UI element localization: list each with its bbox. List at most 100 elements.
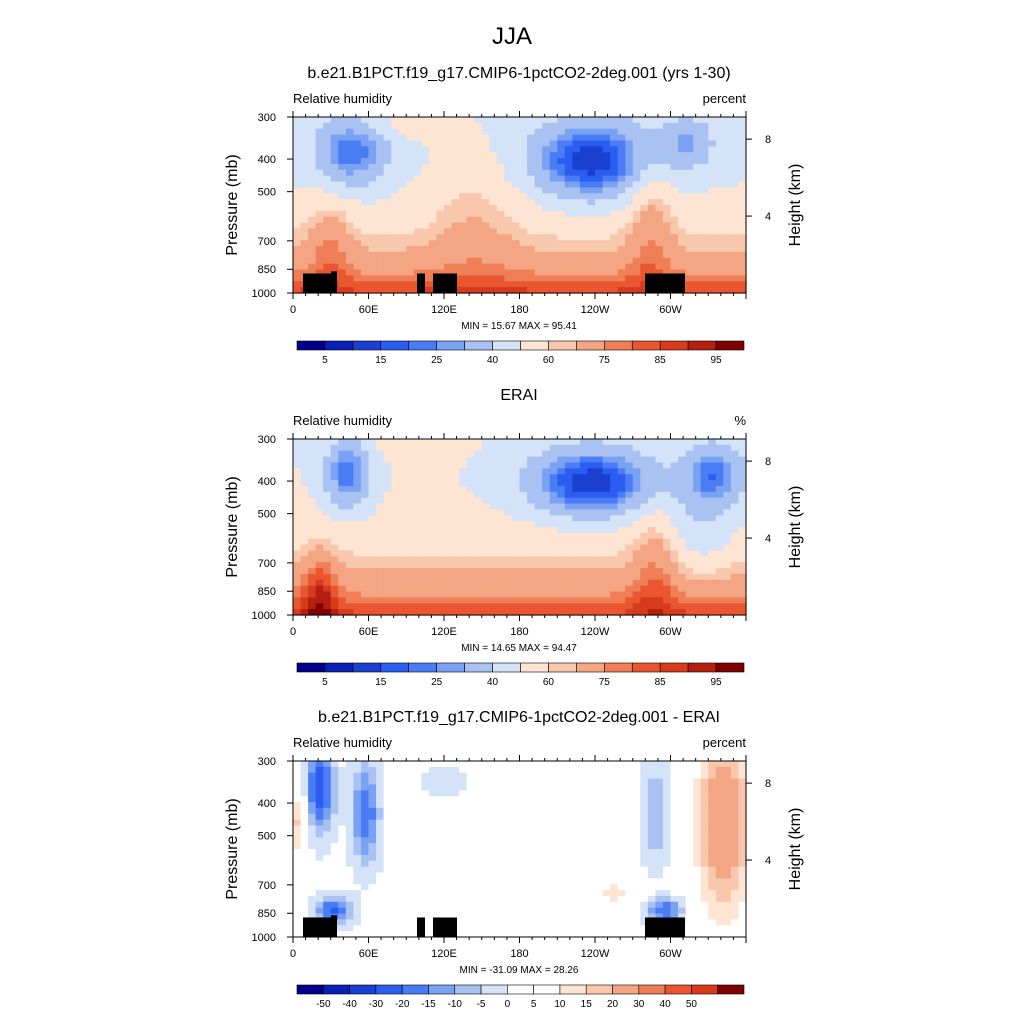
field-cell [602,603,611,610]
field-cell [693,456,702,464]
field-cell [640,117,649,124]
field-cell [406,532,415,540]
field-cell [519,480,528,487]
field-cell [519,281,528,288]
field-cell [398,579,407,587]
field-cell [474,497,483,505]
field-cell [353,831,362,838]
field-cell [496,778,505,786]
field-cell [625,462,634,469]
field-cell [647,784,656,791]
field-cell [421,193,430,200]
field-cell [647,128,656,136]
field-cell [715,878,724,885]
field-cell [715,193,724,200]
field-cell [421,813,430,821]
field-cell [353,251,362,259]
field-cell [436,573,445,581]
field-cell [353,122,362,130]
field-cell [542,222,551,230]
field-cell [428,884,438,891]
field-cell [353,462,362,469]
field-cell [511,169,521,177]
field-cell [632,515,641,522]
field-cell [345,819,354,827]
field-cell [293,281,302,288]
colorbar-box [380,662,410,673]
field-cell [315,491,324,499]
field-cell [534,134,543,142]
field-cell [723,216,732,224]
field-cell [542,878,551,885]
field-cell [534,169,543,177]
field-cell [315,597,324,604]
field-cell [489,193,498,200]
colorbar-box [324,662,354,673]
field-cell [564,158,573,165]
field-cell [391,158,400,165]
field-cell [338,193,347,200]
field-cell [557,468,566,475]
field-cell [715,480,724,487]
field-cell [542,281,551,288]
field-cell [353,591,362,598]
field-cell [549,550,558,557]
field-cell [459,872,468,879]
field-cell [738,591,747,598]
field-cell [715,819,724,827]
field-cell [708,603,717,610]
field-cell [738,240,747,247]
field-cell [421,122,430,130]
field-cell [474,579,483,587]
field-cell [391,521,400,528]
field-cell [632,866,641,874]
field-cell [421,199,430,206]
field-cell [738,761,747,768]
field-cell [368,772,377,780]
field-cell [428,790,438,797]
field-cell [685,860,694,868]
field-cell [413,532,422,540]
field-cell [413,884,422,891]
field-cell [459,269,468,276]
field-cell [587,849,596,856]
field-cell [383,609,392,616]
field-cell [338,585,347,593]
field-cell [534,175,543,183]
field-cell [549,854,558,862]
field-cell [428,562,438,569]
field-cell [647,158,656,165]
field-cell [451,450,460,458]
field-cell [293,603,302,610]
field-cell [451,802,460,809]
field-cell [496,216,505,224]
field-cell [436,175,445,183]
field-cell [693,843,702,850]
field-cell [572,163,581,171]
field-cell [496,491,505,499]
field-cell [564,234,573,241]
field-cell [647,532,656,540]
field-cell [368,152,377,159]
field-cell [376,591,385,598]
field-cell [293,860,302,868]
field-cell [730,462,740,469]
field-cell [730,269,740,276]
y-tick-label: 500 [258,509,276,521]
field-cell [685,562,694,569]
field-cell [360,772,370,780]
field-cell [579,497,589,505]
field-cell [640,766,649,774]
field-cell [451,128,460,136]
field-cell [730,281,740,288]
field-cell [308,240,317,247]
field-cell [368,216,377,224]
field-cell [534,480,543,487]
field-cell [527,609,536,616]
field-cell [715,521,724,528]
field-cell [625,181,634,188]
field-cell [542,485,551,493]
field-cell [730,538,740,546]
field-cell [557,152,566,159]
